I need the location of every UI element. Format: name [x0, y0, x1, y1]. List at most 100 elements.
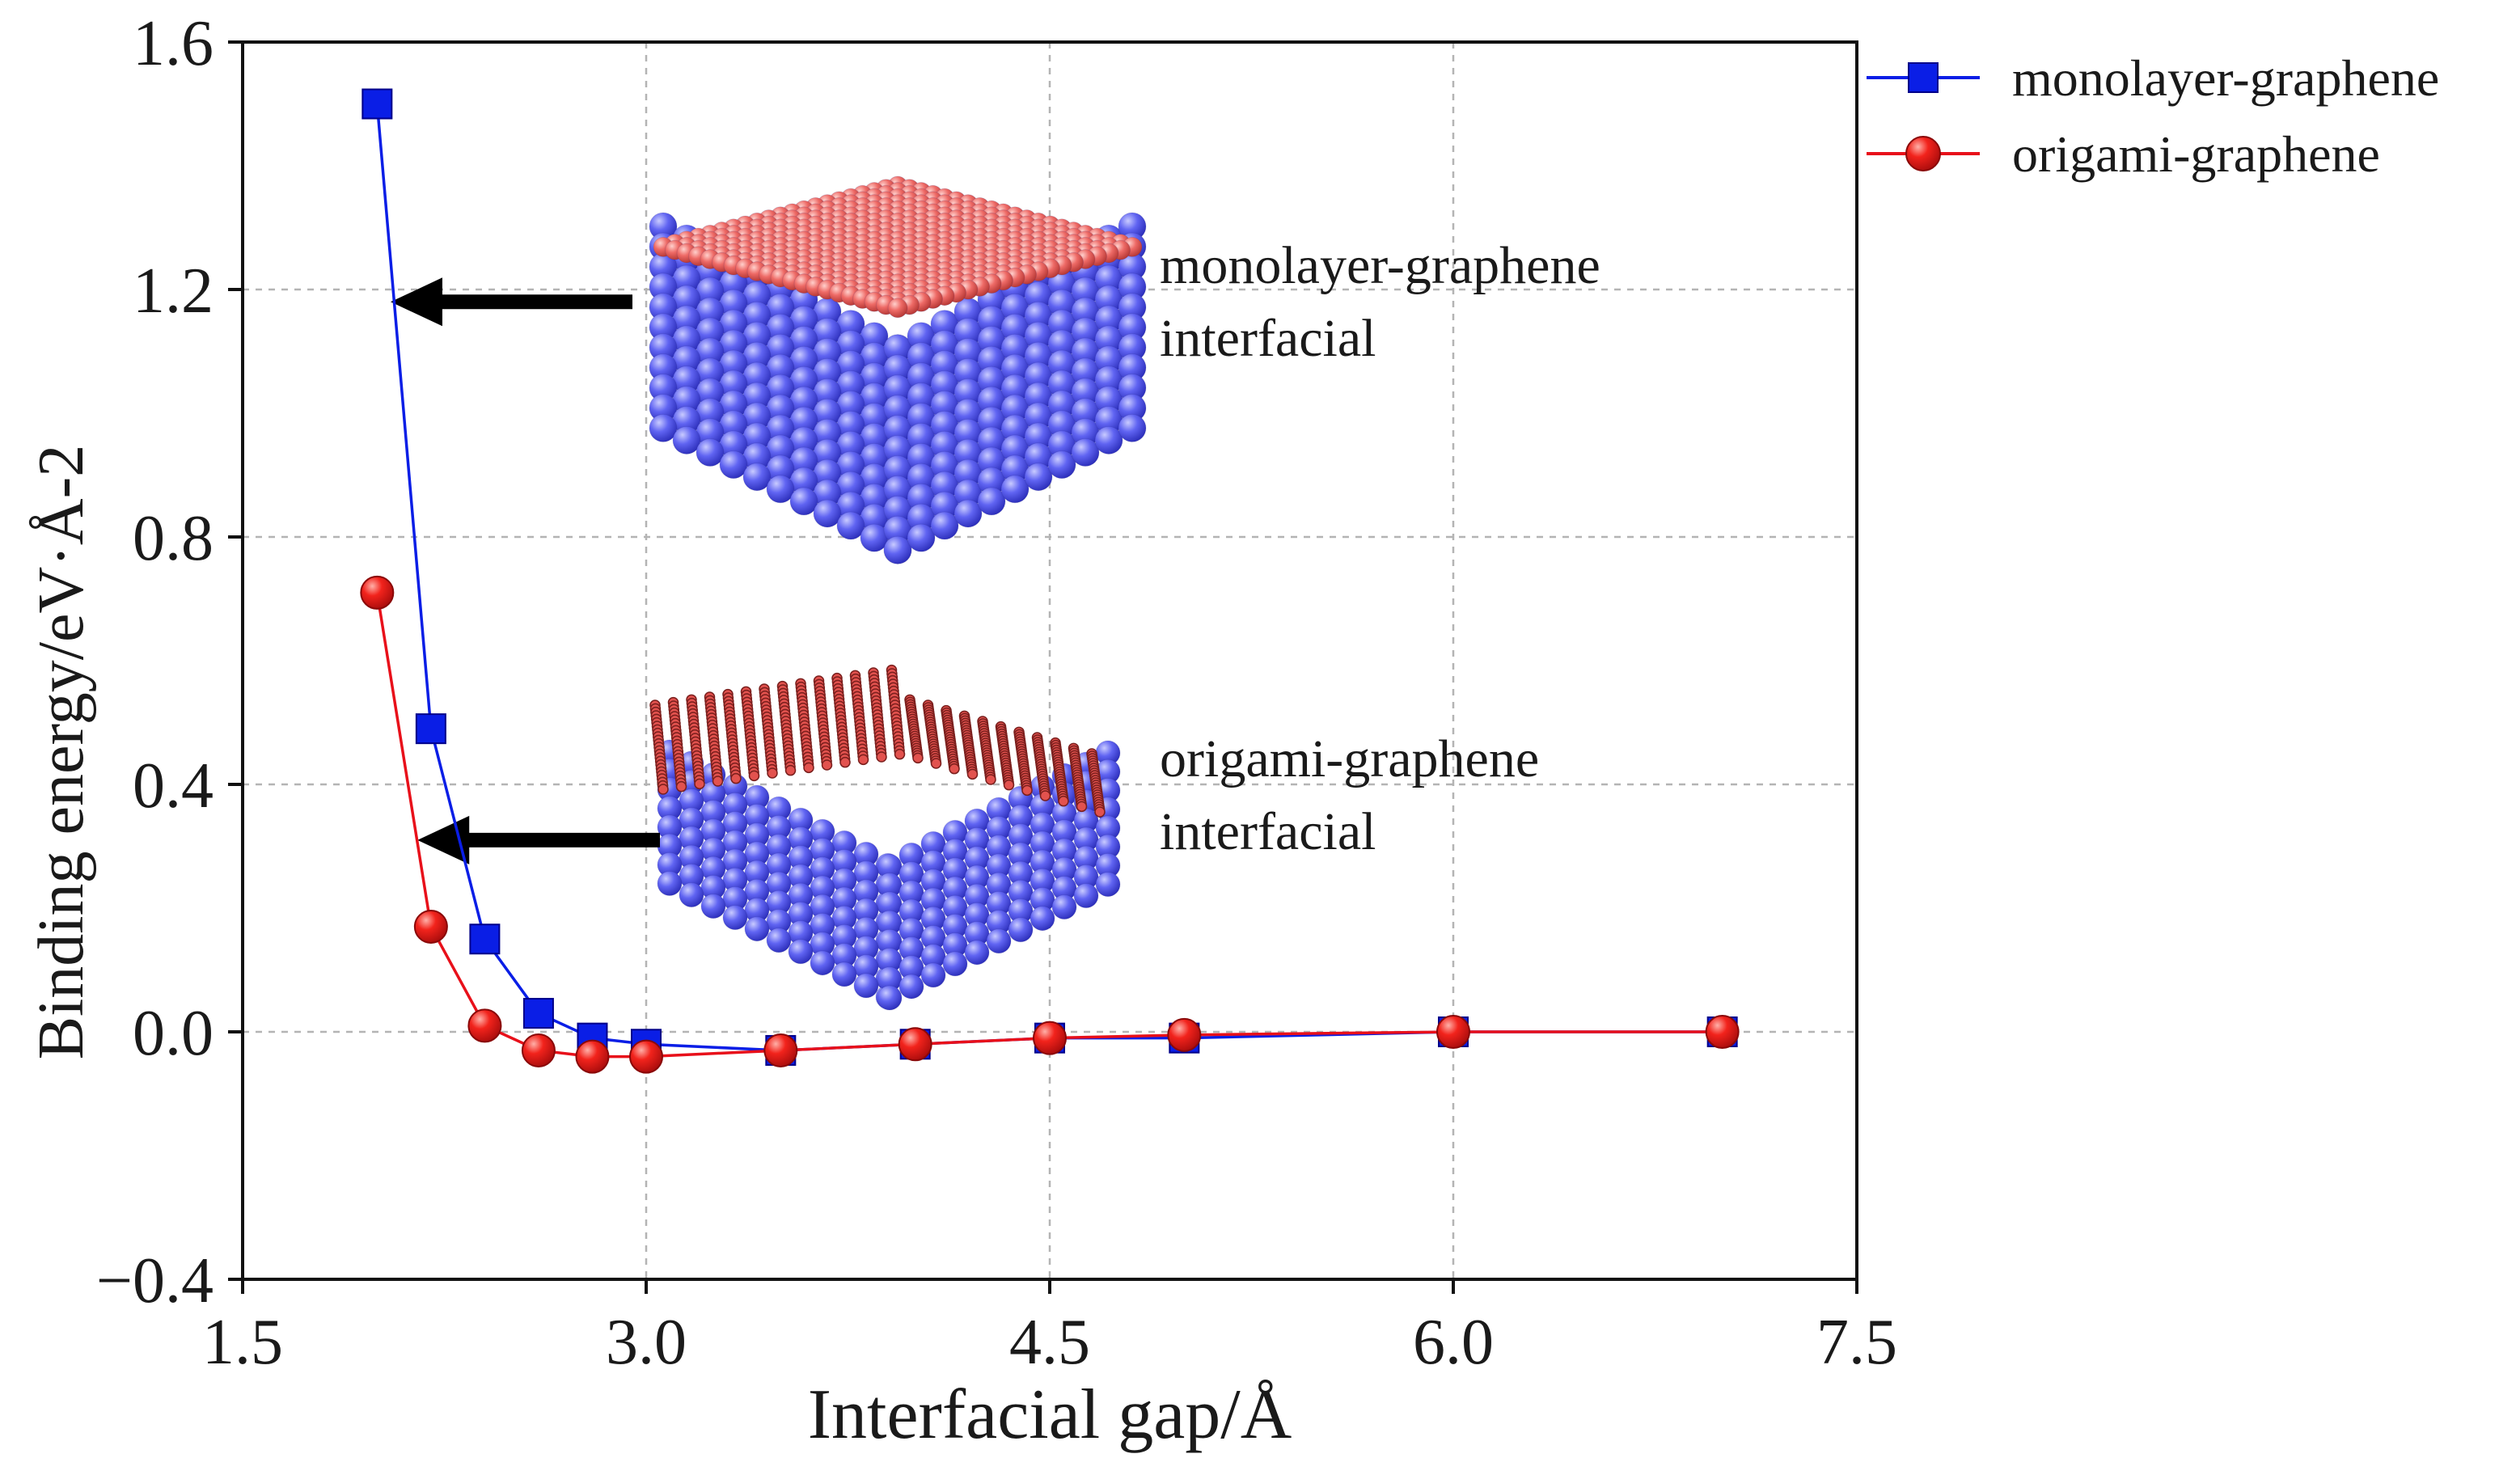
graphene-atom	[784, 764, 797, 776]
substrate-atom	[788, 939, 814, 965]
substrate-atom	[766, 475, 795, 504]
y-tick-label: −0.4	[96, 1245, 214, 1317]
substrate-atom	[1094, 425, 1123, 454]
substrate-atom	[722, 905, 748, 931]
substrate-atom	[1051, 894, 1077, 920]
data-series	[360, 88, 1740, 1074]
x-tick-label: 6.0	[1413, 1307, 1494, 1378]
substrate-atom	[986, 928, 1012, 954]
arrow-head	[390, 277, 442, 327]
substrate-atom	[742, 463, 772, 492]
substrate-atom	[649, 413, 678, 442]
substrate-atom	[657, 871, 683, 897]
data-point-circle	[1436, 1015, 1470, 1049]
substrate-atom	[877, 985, 903, 1011]
legend-marker-square	[1908, 62, 1939, 93]
annotation-monolayer-line2: interfacial	[1160, 309, 1376, 368]
graphene-atom	[857, 754, 869, 766]
annotation-origami-line2: interfacial	[1160, 802, 1376, 861]
substrate-atom	[1008, 917, 1034, 943]
legend-entry-origami: origami-graphene	[1867, 125, 2380, 183]
legend-marker-circle	[1905, 136, 1941, 171]
data-point-circle	[763, 1033, 798, 1067]
data-point-circle	[360, 575, 395, 610]
y-tick-label: 0.8	[133, 503, 214, 574]
substrate-atom	[920, 962, 946, 988]
graphene-atom	[1058, 795, 1069, 807]
data-point-square	[469, 923, 501, 955]
graphene-atom	[887, 298, 908, 319]
graphene-atom	[876, 751, 887, 763]
graphene-atom	[821, 759, 833, 771]
legend-label-origami: origami-graphene	[2012, 125, 2380, 183]
data-point-circle	[1705, 1015, 1740, 1049]
annotation-origami-line1: origami-graphene	[1160, 729, 1539, 788]
graphene-atom	[912, 752, 924, 764]
substrate-atom	[898, 974, 924, 1000]
substrate-atom	[1073, 883, 1099, 909]
substrate-atom	[789, 487, 818, 516]
annotation-monolayer-line1: monolayer-graphene	[1160, 236, 1600, 295]
y-tick-label: 1.2	[133, 256, 214, 327]
inset-origami-model	[649, 664, 1121, 1011]
substrate-atom	[810, 950, 835, 976]
substrate-atom	[883, 535, 912, 564]
graphene-atom	[712, 776, 724, 787]
graphene-atom	[949, 763, 960, 775]
substrate-atom	[696, 438, 725, 467]
graphene-atom	[839, 756, 851, 768]
data-point-circle	[413, 909, 448, 944]
data-point-square	[522, 998, 554, 1029]
graphene-atom	[657, 784, 669, 795]
data-point-circle	[1167, 1017, 1202, 1052]
graphene-atom	[930, 758, 942, 769]
graphene-atom	[1021, 784, 1033, 797]
graphene-atom	[803, 762, 814, 774]
substrate-atom	[853, 973, 879, 999]
data-point-square	[415, 713, 446, 745]
substrate-atom	[1024, 463, 1053, 492]
series-line-monolayer-graphene	[375, 104, 1723, 1052]
substrate-atom	[679, 882, 704, 908]
substrate-atom	[930, 511, 959, 540]
y-tick-label: 0.0	[133, 998, 214, 1069]
y-axis-label: Binding energy/eV·Å-2	[26, 445, 97, 1060]
arrow-head	[417, 815, 470, 864]
inset-monolayer-model	[649, 175, 1147, 564]
data-point-circle	[629, 1039, 663, 1074]
x-axis-label: Interfacial gap/Å	[808, 1376, 1292, 1454]
substrate-atom	[964, 940, 990, 966]
graphene-atom	[767, 767, 778, 779]
substrate-atom	[907, 523, 936, 552]
substrate-atom	[953, 499, 983, 528]
substrate-atom	[831, 961, 857, 987]
graphene-atom	[748, 770, 760, 782]
substrate-atom	[766, 928, 792, 953]
x-tick-label: 4.5	[1009, 1307, 1090, 1378]
legend-label-monolayer: monolayer-graphene	[2012, 49, 2439, 107]
legend: monolayer-graphene origami-graphene	[1867, 49, 2439, 183]
y-tick-label: 0.4	[133, 750, 214, 822]
graphene-atom	[1003, 779, 1015, 791]
series-line-origami-graphene	[375, 592, 1723, 1059]
data-point-circle	[1033, 1021, 1067, 1055]
x-tick-label: 3.0	[606, 1307, 687, 1378]
y-tick-label: 1.6	[133, 8, 214, 79]
data-point-circle	[521, 1033, 556, 1067]
x-tick-label: 7.5	[1816, 1307, 1897, 1378]
data-point-circle	[898, 1027, 932, 1062]
annotation-origami: origami-graphene interfacial	[1160, 729, 1539, 861]
graphene-atom	[694, 778, 705, 790]
x-tick-label: 1.5	[202, 1307, 283, 1378]
series-origami-graphene	[360, 575, 1740, 1074]
graphene-atom	[894, 748, 906, 760]
substrate-atom	[1118, 413, 1147, 442]
graphene-atom	[675, 780, 687, 792]
substrate-atom	[813, 499, 842, 528]
inset-molecular-models	[390, 175, 1147, 1011]
substrate-atom	[1030, 906, 1055, 932]
substrate-atom	[1047, 450, 1076, 480]
substrate-atom	[719, 450, 748, 480]
substrate-atom	[1000, 475, 1030, 504]
graphene-atom	[1076, 801, 1088, 813]
